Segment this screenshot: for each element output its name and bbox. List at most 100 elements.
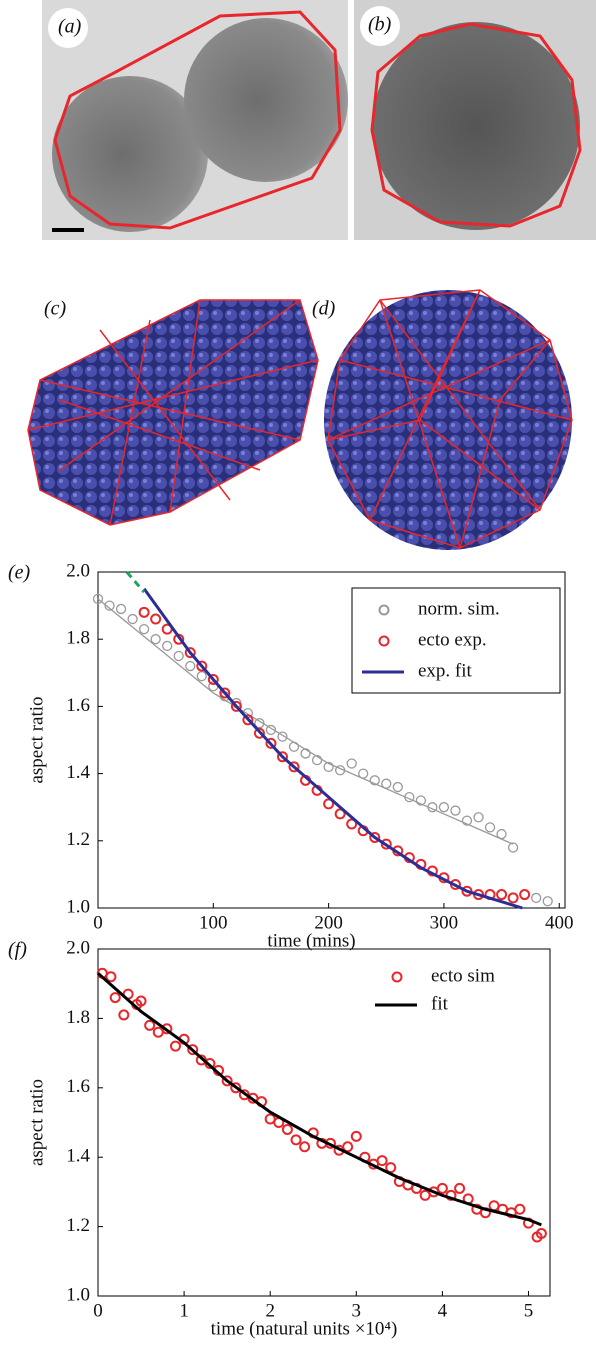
panel-c-image [27, 299, 319, 526]
y-tick-label: 1.2 [66, 829, 90, 850]
x-axis-label: time (mins) [267, 930, 355, 951]
panel-label: (a) [58, 16, 82, 38]
legend-marker [378, 635, 390, 647]
data-point [169, 1040, 181, 1052]
data-point [276, 751, 288, 763]
data-point [161, 1023, 173, 1035]
x-tick-label: 0 [93, 1300, 103, 1321]
data-point [507, 842, 519, 853]
data-point [376, 1155, 388, 1167]
data-point [311, 755, 323, 766]
data-point [105, 971, 117, 983]
y-tick-label: 1.2 [66, 1215, 90, 1236]
panel-label: (f) [8, 939, 27, 961]
data-point [323, 761, 334, 773]
data-point [380, 838, 392, 850]
panel-b-image [354, 0, 596, 240]
fit-line [97, 598, 514, 845]
x-tick-label: 200 [314, 912, 343, 933]
data-point [519, 889, 531, 901]
data-point [185, 660, 196, 672]
y-tick-label: 1.4 [66, 1146, 90, 1167]
x-tick-label: 0 [93, 912, 103, 933]
y-tick-label: 1.6 [66, 1076, 90, 1097]
legend-label: ecto exp. [418, 629, 487, 650]
data-point [542, 896, 553, 907]
data-point [507, 892, 519, 904]
data-point [281, 1123, 293, 1135]
legend-label: ecto sim [431, 965, 495, 986]
data-point [496, 889, 508, 901]
x-tick-label: 5 [524, 1300, 534, 1321]
data-point [109, 992, 121, 1004]
data-point [342, 1141, 354, 1153]
legend-marker [378, 604, 390, 616]
x-tick-label: 100 [199, 912, 228, 933]
fit-line [97, 972, 542, 1227]
data-point [323, 798, 335, 810]
data-point [535, 1228, 547, 1240]
data-point [450, 805, 461, 816]
data-point [104, 600, 115, 611]
panel-label: (b) [368, 14, 392, 36]
data-point [334, 808, 346, 820]
data-point [196, 671, 207, 682]
data-point [115, 603, 127, 615]
legend-label: norm. sim. [418, 598, 500, 619]
data-point [135, 995, 147, 1007]
plot-frame [97, 571, 566, 909]
plot-frame [97, 948, 551, 1297]
data-point [299, 1141, 311, 1153]
data-point [196, 660, 208, 672]
data-point [265, 724, 277, 736]
data-point [300, 748, 311, 759]
data-point [187, 1044, 199, 1056]
data-point [253, 727, 265, 739]
data-point [138, 623, 150, 635]
data-point [290, 1134, 302, 1146]
data-point [207, 674, 219, 686]
data-point [514, 1203, 526, 1215]
y-tick-label: 1.4 [66, 762, 90, 783]
data-point [385, 1162, 397, 1174]
y-tick-label: 1.6 [66, 695, 90, 716]
y-tick-label: 2.0 [66, 937, 90, 958]
x-tick-label: 1 [179, 1300, 189, 1321]
y-axis-label: aspect ratio [26, 1079, 47, 1166]
data-point [350, 1130, 362, 1142]
y-tick-label: 2.0 [66, 560, 90, 581]
data-point [392, 781, 403, 793]
data-point [531, 892, 542, 904]
panel-label: (d) [312, 298, 336, 320]
y-tick-label: 1.8 [66, 628, 90, 649]
legend-label: exp. fit [418, 660, 473, 681]
x-tick-label: 2 [265, 1300, 275, 1321]
data-point [369, 831, 381, 843]
data-point [484, 822, 496, 833]
x-axis-label: time (natural units ×10⁴) [211, 1318, 398, 1339]
x-tick-label: 4 [438, 1300, 448, 1321]
data-point [92, 593, 104, 605]
panel-a-image [42, 0, 348, 240]
y-axis-label: aspect ratio [26, 696, 47, 783]
x-tick-label: 400 [545, 912, 574, 933]
data-point [369, 775, 380, 786]
data-point [242, 714, 254, 726]
data-point [454, 1182, 466, 1194]
data-point [219, 687, 231, 699]
fit-line [125, 571, 146, 594]
data-point [436, 1182, 448, 1194]
y-tick-label: 1.0 [66, 1284, 90, 1305]
data-point [461, 815, 473, 826]
data-point [138, 606, 150, 618]
data-point [230, 700, 242, 712]
data-point [150, 613, 162, 625]
y-tick-label: 1.0 [66, 896, 90, 917]
panel-label: (c) [44, 298, 67, 320]
data-point [265, 737, 277, 749]
legend-label: fit [431, 993, 449, 1014]
panel-d-image [324, 289, 573, 550]
data-point [277, 731, 288, 742]
data-point [221, 1075, 233, 1087]
